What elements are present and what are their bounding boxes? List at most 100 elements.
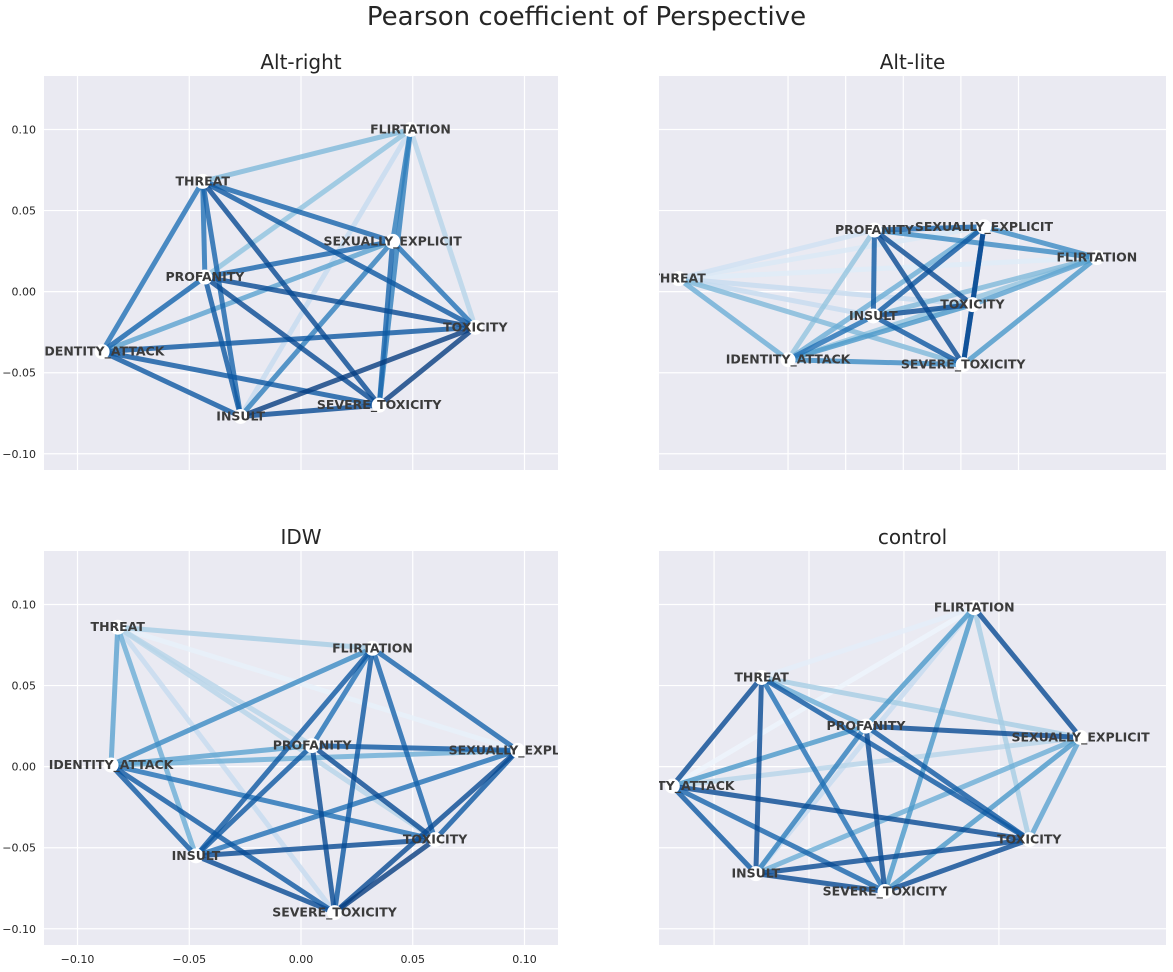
node-toxicity: [467, 319, 483, 335]
edge-threat-insult: [753, 677, 765, 874]
node-threat: [671, 271, 687, 287]
edge-threat-identity_attack: [677, 276, 790, 362]
x-tick-label: −0.05: [172, 953, 206, 966]
edge-threat-severe_toxicity: [759, 676, 888, 893]
edge-sexually_explicit-severe_toxicity: [332, 748, 520, 915]
edge-insult-severe_toxicity: [195, 853, 336, 915]
edge-flirtation-identity_attack: [110, 646, 374, 768]
edge-profanity-identity_attack: [785, 228, 877, 362]
edge-identity_attack-toxicity: [787, 302, 974, 363]
y-tick-label: 0.05: [12, 680, 37, 693]
node-label-flirtation: FLIRTATION: [370, 122, 451, 137]
edge-insult-severe_toxicity: [872, 313, 965, 367]
edge-identity_attack-toxicity: [110, 762, 436, 843]
x-tick-label: −0.10: [61, 953, 95, 966]
node-flirtation: [966, 600, 982, 616]
network: THREAT FLIRTATION PROFANITY SEXUALLY_EXPLIC…: [49, 619, 558, 920]
edge-identity_attack-severe_toxicity: [787, 357, 964, 368]
node-label-toxicity: TOXICITY: [940, 297, 1005, 312]
y-tick-label: −0.10: [2, 448, 36, 461]
edge-sexually_explicit-severe_toxicity: [883, 735, 1083, 894]
edge-threat-toxicity: [760, 675, 1031, 842]
edge-threat-toxicity: [201, 179, 477, 330]
edge-threat-flirtation: [202, 127, 412, 184]
node-label-threat: THREAT: [91, 619, 146, 634]
edge-insult-toxicity: [195, 837, 436, 859]
node-toxicity: [964, 297, 980, 313]
node-insult: [188, 848, 204, 864]
node-label-profanity: PROFANITY: [827, 718, 907, 733]
edge-toxicity-flirtation: [408, 128, 478, 329]
node-label-insult: INSULT: [172, 848, 221, 863]
edge-threat-flirtation: [117, 624, 373, 651]
node-label-identity_attack: IDENTITY_ATTACK: [610, 778, 736, 794]
node-label-toxicity: TOXICITY: [997, 832, 1062, 847]
edge-threat-insult: [115, 626, 199, 857]
edge-threat-severe_toxicity: [677, 276, 964, 368]
edge-flirtation-profanity: [310, 646, 375, 747]
node-label-severe_toxicity: SEVERE_TOXICITY: [901, 357, 1027, 373]
node-label-severe_toxicity: SEVERE_TOXICITY: [317, 397, 443, 413]
y-tick-label: 0.00: [12, 286, 37, 299]
x-tick-label: 0.00: [289, 953, 314, 966]
node-label-identity_attack: IDENTITY_ATTACK: [49, 757, 175, 773]
edge-threat-flirtation: [760, 605, 975, 680]
edge-threat-identity_attack: [108, 627, 121, 766]
edge-profanity-severe_toxicity: [309, 745, 337, 913]
edge-identity_attack-severe_toxicity: [109, 762, 336, 915]
node-insult: [233, 408, 249, 424]
edge-sexually_explicit-toxicity: [969, 226, 987, 305]
edge-insult-toxicity: [755, 837, 1030, 877]
edge-threat-sexually_explicit: [117, 624, 519, 753]
node-threat: [195, 173, 211, 189]
node-flirtation: [1089, 250, 1105, 266]
node-threat: [754, 669, 770, 685]
edge-profanity-sexually_explicit: [874, 224, 985, 233]
node-label-toxicity: TOXICITY: [403, 832, 468, 847]
y-tick-label: 0.00: [12, 761, 37, 774]
edge-identity_attack-flirtation: [671, 605, 976, 789]
node-label-profanity: PROFANITY: [835, 222, 915, 237]
edge-profanity-identity_attack: [671, 723, 867, 789]
node-sexually_explicit: [1073, 729, 1089, 745]
node-profanity: [858, 718, 874, 734]
network: FLIRTATION THREAT SEXUALLY_EXPLICIT PROFANI…: [40, 122, 508, 424]
y-tick-label: 0.10: [12, 599, 37, 612]
node-flirtation: [403, 122, 419, 138]
edge-profanity-flirtation: [203, 127, 412, 280]
panel-title: control: [878, 525, 947, 549]
edge-sexually_explicit-insult: [754, 735, 1082, 876]
node-label-identity_attack: IDENTITY_ATTACK: [40, 344, 166, 360]
node-identity_attack: [103, 757, 119, 773]
edge-profanity-insult: [202, 276, 244, 418]
edge-severe_toxicity-toxicity: [884, 837, 1031, 894]
edge-flirtation-insult: [872, 255, 1098, 319]
panel-idw: −0.10 −0.05 0.00 0.05 0.10 −0.10 −0.05 0.00 0.05…: [2, 525, 558, 966]
edge-sexually_explicit-flirtation: [983, 224, 1098, 261]
edge-flirtation-toxicity: [971, 255, 1098, 307]
edge-insult-flirtation: [238, 128, 413, 418]
edge-threat-severe_toxicity: [115, 625, 337, 915]
node-profanity: [197, 269, 213, 285]
edge-profanity-insult: [194, 743, 314, 858]
edge-sexually_explicit-toxicity: [390, 239, 478, 330]
edge-profanity-sexually_explicit: [204, 238, 394, 280]
edge-profanity-severe_toxicity: [872, 228, 966, 366]
node-label-flirtation: FLIRTATION: [934, 600, 1015, 615]
node-sexually_explicit: [385, 233, 401, 249]
node-label-profanity: PROFANITY: [273, 738, 353, 753]
node-label-insult: INSULT: [731, 866, 780, 881]
edge-identity_attack-insult: [670, 784, 758, 876]
edge-profanity-toxicity: [864, 724, 1031, 842]
node-severe_toxicity: [877, 883, 893, 899]
node-label-flirtation: FLIRTATION: [1056, 250, 1137, 265]
node-sexually_explicit: [976, 219, 992, 235]
edge-insult-identity_attack: [786, 313, 875, 362]
edge-threat-profanity: [677, 227, 876, 282]
edge-profanity-identity_attack: [100, 275, 207, 354]
edge-insult-severe_toxicity: [755, 871, 886, 894]
edge-sexually_explicit-toxicity: [1027, 736, 1083, 841]
node-insult: [865, 308, 881, 324]
